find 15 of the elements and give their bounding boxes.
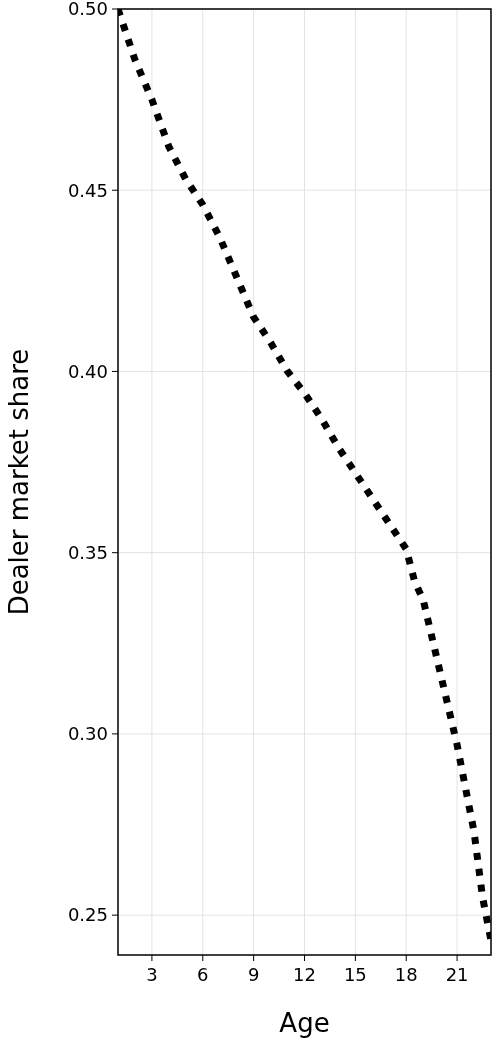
- x-tick-label: 21: [445, 964, 469, 985]
- y-tick-label: 0.40: [67, 360, 108, 382]
- y-tick-label: 0.35: [67, 541, 108, 563]
- x-tick-label: 9: [247, 964, 260, 985]
- x-axis-title: Age: [279, 1008, 330, 1038]
- x-tick-label: 12: [293, 964, 316, 985]
- x-tick-label: 6: [197, 964, 209, 985]
- y-tick-label: 0.30: [67, 723, 108, 745]
- x-tick-label: 15: [343, 964, 367, 985]
- y-tick-label: 0.45: [67, 179, 108, 201]
- y-tick-label: 0.50: [67, 0, 108, 20]
- x-tick-label: 3: [146, 964, 158, 985]
- y-tick-label: 0.25: [67, 904, 108, 926]
- x-tick-label: 18: [394, 964, 418, 985]
- y-axis-title: Dealer market share: [4, 348, 34, 616]
